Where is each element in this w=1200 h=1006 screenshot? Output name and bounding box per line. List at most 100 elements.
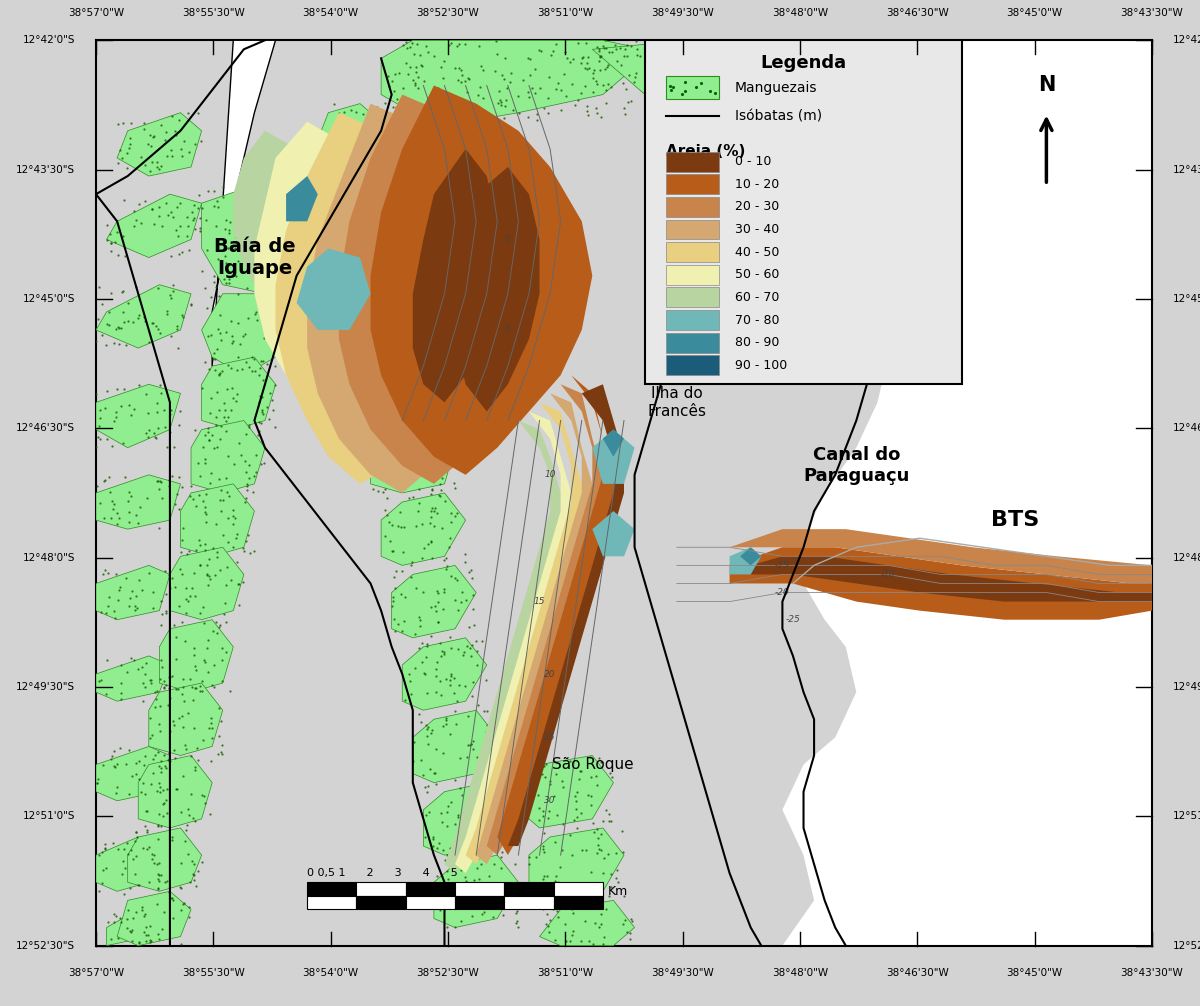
Polygon shape — [233, 131, 424, 402]
Polygon shape — [730, 547, 761, 574]
Polygon shape — [149, 683, 223, 756]
Polygon shape — [740, 547, 761, 565]
Polygon shape — [107, 194, 202, 258]
Polygon shape — [170, 547, 244, 620]
Text: 38°57'0"W: 38°57'0"W — [68, 8, 124, 17]
Bar — [666, 288, 719, 308]
Text: 38°43'30"W: 38°43'30"W — [1121, 968, 1183, 978]
Bar — [666, 219, 719, 239]
Polygon shape — [730, 547, 1152, 620]
Polygon shape — [276, 113, 487, 484]
Bar — [553, 882, 602, 895]
Polygon shape — [424, 783, 508, 855]
Text: 12°46'30"S: 12°46'30"S — [1174, 424, 1200, 434]
Polygon shape — [202, 294, 286, 375]
Polygon shape — [593, 511, 635, 556]
Text: 0 - 10: 0 - 10 — [734, 155, 772, 168]
Polygon shape — [96, 475, 180, 529]
Bar — [504, 896, 553, 909]
Text: -15: -15 — [775, 561, 790, 569]
Polygon shape — [118, 891, 191, 946]
Polygon shape — [593, 430, 635, 484]
Polygon shape — [338, 95, 560, 484]
Polygon shape — [127, 828, 202, 891]
Text: Manguezais: Manguezais — [734, 80, 817, 95]
Polygon shape — [96, 746, 170, 801]
Text: 12°42'0"S: 12°42'0"S — [1174, 35, 1200, 45]
Polygon shape — [593, 40, 708, 95]
Text: 80 - 90: 80 - 90 — [734, 336, 779, 349]
Bar — [406, 882, 455, 895]
Polygon shape — [413, 710, 497, 783]
Polygon shape — [96, 285, 191, 348]
Text: 12°45'0"S: 12°45'0"S — [1174, 294, 1200, 304]
Polygon shape — [529, 828, 624, 900]
Text: 38°43'30"W: 38°43'30"W — [1121, 8, 1183, 17]
Polygon shape — [751, 556, 1152, 602]
Polygon shape — [476, 393, 593, 864]
Text: 12°51'0"S: 12°51'0"S — [1174, 811, 1200, 821]
Text: Isóbatas (m): Isóbatas (m) — [734, 110, 822, 124]
Bar — [666, 197, 719, 217]
Text: 30 - 40: 30 - 40 — [734, 223, 779, 236]
Polygon shape — [455, 167, 540, 411]
Polygon shape — [107, 909, 160, 946]
Polygon shape — [391, 565, 476, 638]
Text: 38°52'30"W: 38°52'30"W — [416, 8, 479, 17]
Polygon shape — [688, 40, 1152, 946]
Polygon shape — [382, 493, 466, 565]
Bar — [406, 896, 455, 909]
Polygon shape — [286, 149, 360, 212]
Text: 10: 10 — [545, 471, 556, 479]
Polygon shape — [518, 756, 613, 828]
Text: 70 - 80: 70 - 80 — [734, 314, 779, 327]
Text: 38°55'30"W: 38°55'30"W — [182, 8, 245, 17]
Text: N: N — [1038, 74, 1055, 95]
Text: 12°48'0"S: 12°48'0"S — [1174, 552, 1200, 562]
Polygon shape — [96, 656, 170, 701]
Polygon shape — [602, 430, 624, 457]
Text: Ilha do
Francês: Ilha do Francês — [647, 386, 707, 418]
Polygon shape — [487, 384, 602, 855]
Polygon shape — [96, 384, 180, 448]
Bar — [666, 355, 719, 375]
Text: Canal do
Paraguaçu: Canal do Paraguaçu — [803, 447, 910, 485]
Polygon shape — [540, 900, 635, 946]
Polygon shape — [202, 185, 329, 294]
Polygon shape — [508, 384, 624, 846]
Text: 38°48'0"W: 38°48'0"W — [772, 968, 828, 978]
Text: 12°52'30"S: 12°52'30"S — [16, 941, 74, 951]
Polygon shape — [371, 86, 593, 475]
Bar — [504, 882, 553, 895]
Bar — [307, 896, 356, 909]
Text: -20: -20 — [775, 589, 790, 597]
Text: 20: 20 — [545, 670, 556, 678]
Text: 30: 30 — [545, 797, 556, 805]
Polygon shape — [96, 837, 160, 891]
Text: 5: 5 — [505, 326, 511, 334]
Polygon shape — [96, 565, 170, 620]
Polygon shape — [286, 176, 318, 221]
Text: 38°54'0"W: 38°54'0"W — [302, 8, 359, 17]
Text: 38°48'0"W: 38°48'0"W — [772, 8, 828, 17]
Text: Areia (%): Areia (%) — [666, 145, 745, 159]
Text: BTS: BTS — [990, 510, 1039, 530]
Polygon shape — [296, 248, 371, 330]
Polygon shape — [455, 411, 571, 873]
Text: 38°52'30"W: 38°52'30"W — [416, 968, 479, 978]
Text: 15: 15 — [534, 598, 545, 606]
Bar — [666, 265, 719, 285]
Text: 5: 5 — [505, 235, 511, 243]
Text: 38°45'0"W: 38°45'0"W — [1007, 968, 1063, 978]
Bar — [666, 333, 719, 353]
Text: 12°43'30"S: 12°43'30"S — [16, 165, 74, 175]
Text: 38°49'30"W: 38°49'30"W — [652, 8, 714, 17]
Bar — [666, 310, 719, 330]
Bar — [666, 174, 719, 194]
Text: Legenda: Legenda — [761, 53, 846, 71]
Bar — [646, 40, 962, 384]
Polygon shape — [118, 113, 202, 176]
Text: 12°48'0"S: 12°48'0"S — [23, 552, 74, 562]
Text: 90 - 100: 90 - 100 — [734, 359, 787, 372]
Polygon shape — [402, 638, 487, 710]
